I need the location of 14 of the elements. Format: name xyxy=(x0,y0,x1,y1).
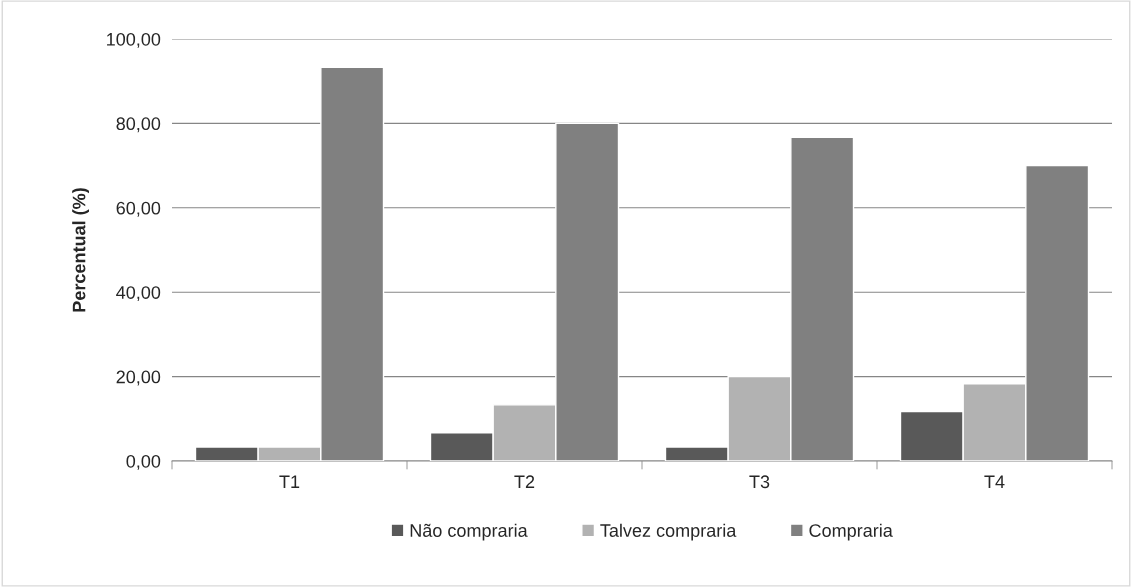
x-tick-label: T1 xyxy=(279,475,300,488)
y-tick-label: 80,00 xyxy=(116,117,161,133)
legend-label: Talvez compraria xyxy=(600,523,737,541)
y-tick-label: 100,00 xyxy=(107,32,161,48)
y-tick-label: 40,00 xyxy=(116,286,161,302)
x-tick-label: T2 xyxy=(514,475,535,488)
y-tick-label: 60,00 xyxy=(116,201,161,217)
legend-label: Não compraria xyxy=(410,523,528,541)
y-tick-label: 0,00 xyxy=(126,454,161,470)
x-tick-label: T4 xyxy=(984,475,1005,488)
legend-label: Compraria xyxy=(809,523,893,541)
x-tick-label: T3 xyxy=(749,475,770,489)
y-tick-label: 20,00 xyxy=(116,370,161,386)
y-axis-title: Percentual (%) xyxy=(72,188,89,312)
